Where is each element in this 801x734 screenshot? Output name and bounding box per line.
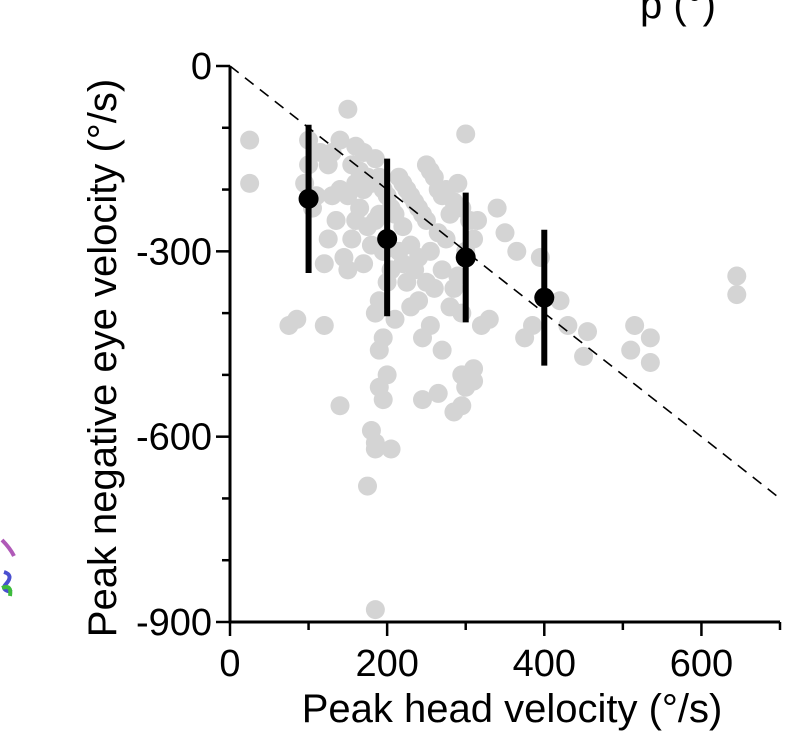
scatter-point [326,210,346,230]
scatter-point [240,173,260,193]
scatter-point [373,328,393,348]
mean-point [455,247,476,268]
scatter-point [365,149,385,169]
scatter-point [428,383,448,403]
scatter-point [240,130,260,150]
scatter-point [330,130,350,150]
scatter-point [373,390,393,410]
y-tick-label: 0 [191,46,212,88]
scatter-point [354,254,374,274]
scatter-point [409,291,429,311]
mean-markers [298,124,555,366]
y-axis-title: Peak negative eye velocity (°/s) [81,79,125,637]
scatter-point [578,322,597,342]
mean-point [377,228,398,249]
scatter-point [574,346,594,366]
scatter-point [377,365,397,385]
scatter-point [448,266,468,286]
scatter-point [640,353,660,373]
scatter-points [240,99,747,620]
scatter-point [338,99,358,119]
unity-line [229,65,781,500]
scatter-point [558,315,578,335]
x-axis-title: Peak head velocity (°/s) [302,687,723,731]
scatter-point [365,600,385,620]
scatter-point [393,217,413,237]
scatter-point [452,396,472,416]
scatter-point [381,439,401,459]
x-tick-label: 400 [513,643,576,685]
scatter-point [640,328,660,348]
unity-line-path [229,65,781,500]
mean-point [534,287,555,308]
scatter-point [358,476,377,496]
top-cropped-text: p (°) [640,0,716,27]
scatter-point [314,315,334,335]
scatter-point [468,210,487,230]
scatter-point [625,315,645,335]
scatter-point [727,285,747,305]
y-tick-label: -900 [136,602,212,644]
scatter-point [385,309,405,329]
scatter-point [436,229,456,249]
scatter-point [413,390,432,410]
scatter-point [464,229,484,249]
scatter-point [314,254,334,274]
scatter-point [420,315,440,335]
x-tick-label: 0 [219,643,240,685]
scatter-point [550,291,570,311]
scatter-point [330,396,350,416]
x-tick-label: 200 [355,643,418,685]
y-tick-label: -600 [136,417,212,459]
scatter-point [452,365,472,385]
scatter-point [287,309,307,329]
scatter-point [523,315,542,335]
scatter-point [350,198,370,218]
scatter-point [342,229,362,249]
y-tick-label: -300 [136,231,212,273]
scatter-point [621,340,641,360]
scatter-point [338,260,358,280]
scatter-point [456,124,476,144]
scatter-point [432,340,452,360]
x-tick-label: 600 [670,643,733,685]
scatter-point [369,291,389,311]
cropped-trace-fragments [0,538,16,597]
scatter-point [487,198,507,218]
mean-point [298,188,319,209]
scatter-point [365,433,385,453]
scatter-point [495,223,515,243]
scatter-point [318,229,338,249]
scatter-point [424,278,444,298]
scatter-point [727,266,747,286]
scatter-point [479,309,499,329]
scatter-point [420,241,440,261]
scatter-point [448,173,468,193]
scatter-point [432,260,452,280]
scatter-point [507,241,527,261]
